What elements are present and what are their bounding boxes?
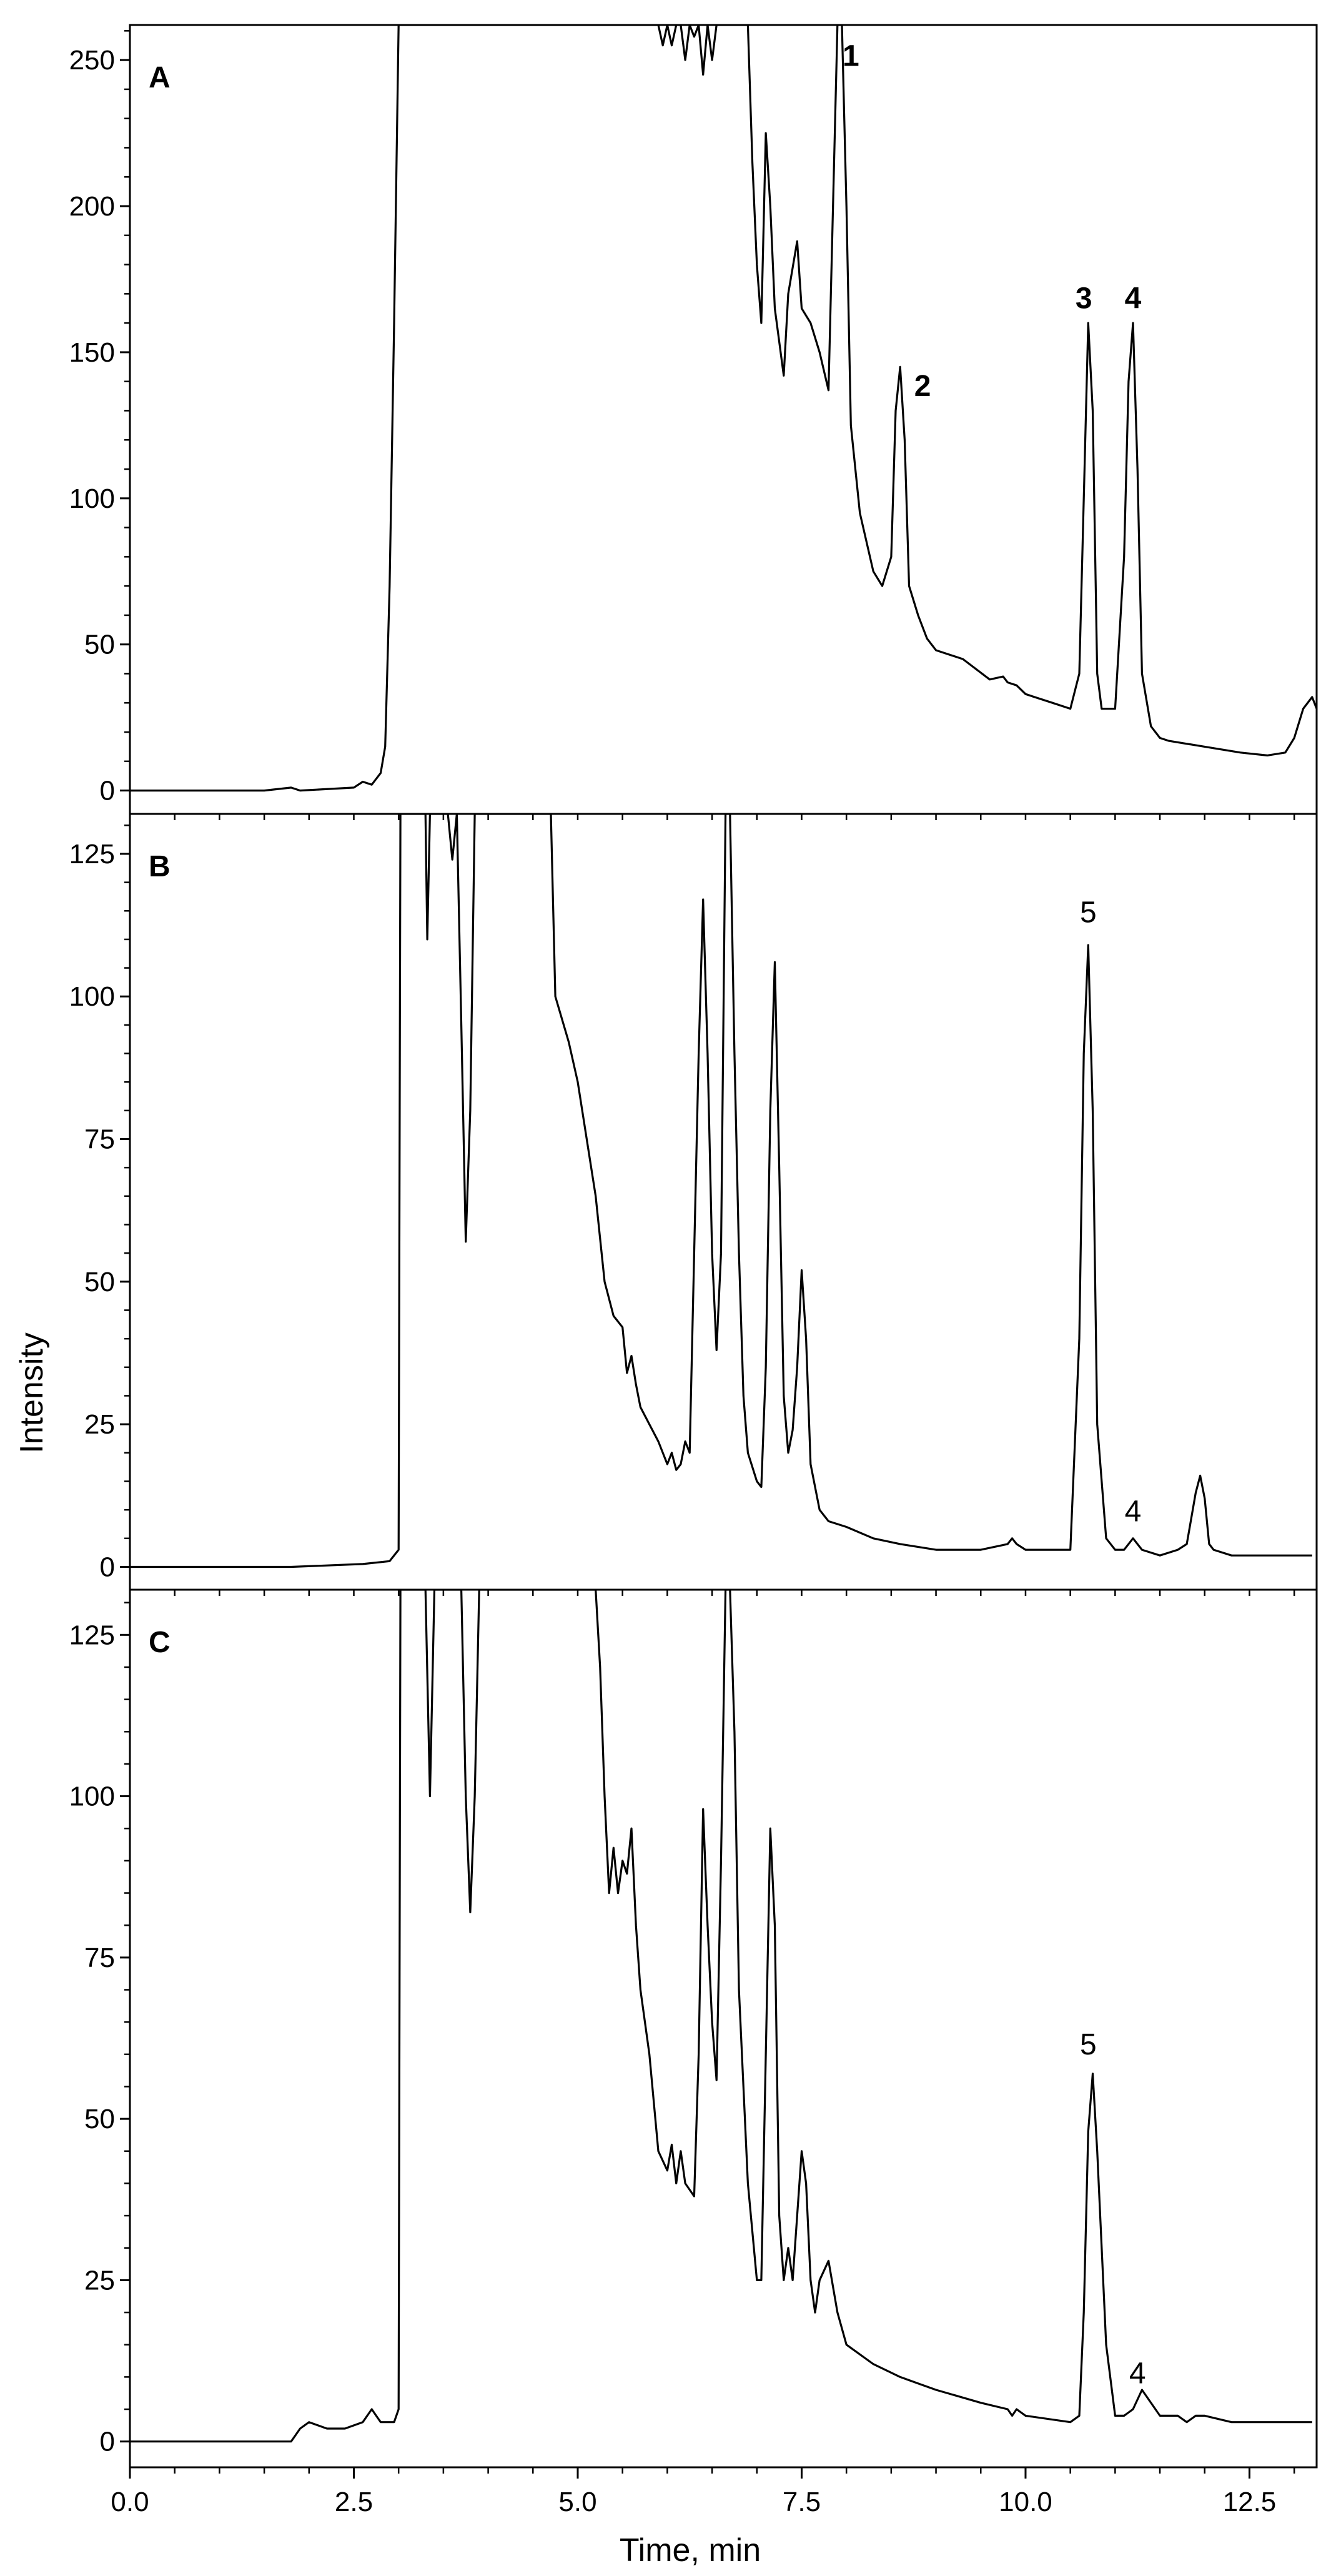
panel-b: 0 25 50 75 100 125 B 5 4 — [69, 813, 1318, 1596]
x-tick-label: 7.5 — [783, 2487, 821, 2517]
peak-label: 4 — [1129, 2357, 1146, 2390]
chromatogram-trace — [130, 25, 1317, 792]
y-tick-label: 75 — [84, 1124, 115, 1155]
y-tick-label: 150 — [69, 337, 115, 368]
x-tick-label: 5.0 — [558, 2487, 596, 2517]
peak-label: 5 — [1080, 2028, 1097, 2061]
y-tick-label: 0 — [100, 776, 115, 806]
y-tick-label: 125 — [69, 1620, 115, 1650]
x-tick-label: 2.5 — [335, 2487, 373, 2517]
panel-label: B — [149, 850, 171, 883]
panel-frame — [129, 24, 1318, 815]
y-tick-label: 50 — [84, 630, 115, 660]
y-tick-label: 75 — [84, 1943, 115, 1973]
panel-label: A — [149, 61, 171, 94]
panel-frame — [129, 1588, 1318, 2469]
y-tick-label: 25 — [84, 1409, 115, 1440]
y-tick-label: 100 — [69, 1781, 115, 1812]
peak-label: 2 — [914, 370, 931, 403]
chromatogram-trace — [130, 814, 1312, 1568]
y-tick-label: 250 — [69, 45, 115, 76]
panel-label: C — [149, 1626, 171, 1659]
peak-label: 5 — [1080, 896, 1097, 929]
y-tick-label: 50 — [84, 1267, 115, 1297]
y-tick-label: 25 — [84, 2265, 115, 2296]
x-tick-label: 0.0 — [111, 2487, 149, 2517]
y-tick-label: 50 — [84, 2104, 115, 2134]
chromatogram-trace — [130, 1590, 1312, 2443]
x-tick-label: 12.5 — [1223, 2487, 1277, 2517]
y-tick-label: 0 — [100, 1552, 115, 1582]
y-tick-label: 125 — [69, 839, 115, 869]
y-tick-label: 100 — [69, 483, 115, 514]
peak-label: 4 — [1125, 282, 1142, 315]
peak-label: 4 — [1125, 1495, 1142, 1528]
y-tick-label: 0 — [100, 2427, 115, 2457]
y-tick-label: 100 — [69, 981, 115, 1012]
x-tick-label: 10.0 — [999, 2487, 1052, 2517]
peak-label: 3 — [1076, 282, 1092, 315]
y-tick-label: 200 — [69, 191, 115, 222]
panel-frame — [129, 813, 1318, 1591]
x-axis-title: Time, min — [620, 2532, 761, 2569]
panel-c: 0 25 50 75 100 125 C 5 4 — [69, 1588, 1318, 2474]
panel-a: 0 50 100 150 200 250 A 1 2 3 4 — [69, 24, 1318, 820]
peak-label: 1 — [843, 39, 859, 72]
y-axis-title: Intensity — [14, 1332, 50, 1454]
